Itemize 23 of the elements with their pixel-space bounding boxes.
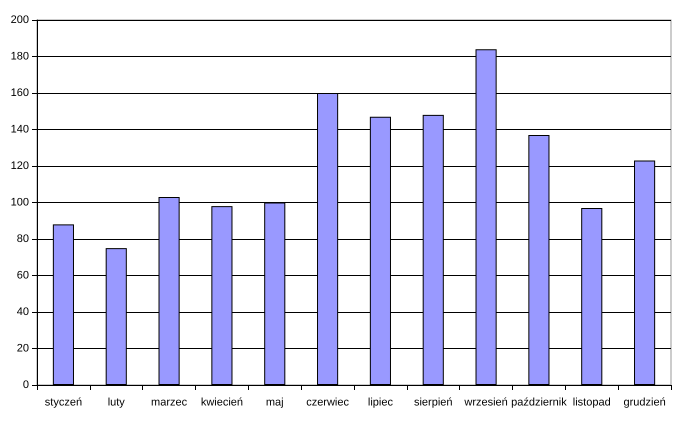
y-tick-label: 20 [16, 342, 29, 354]
x-tick-label: listopad [572, 396, 611, 408]
y-tick-label: 200 [10, 14, 29, 26]
y-tick-label: 160 [10, 87, 29, 99]
y-tick-label: 140 [10, 124, 29, 136]
y-tick-label: 60 [16, 270, 29, 282]
y-tick-label: 0 [22, 379, 29, 391]
x-tick-label: czerwiec [306, 396, 350, 408]
x-tick-label: luty [108, 396, 126, 408]
x-tick-label: sierpień [414, 396, 453, 408]
x-tick-label: marzec [151, 396, 188, 408]
y-tick-label: 180 [10, 50, 29, 62]
y-tick-label: 120 [10, 160, 29, 172]
x-tick-label: wrzesień [463, 396, 508, 408]
y-tick-label: 80 [16, 233, 29, 245]
x-tick-label: styczeń [44, 396, 82, 408]
x-tick-label: grudzień [623, 396, 666, 408]
x-tick-label: maj [266, 396, 284, 408]
x-tick-label: lipiec [368, 396, 394, 408]
x-tick-label: październik [511, 396, 568, 408]
x-tick-label: kwiecień [200, 396, 244, 408]
y-tick-label: 40 [16, 306, 29, 318]
y-tick-label: 100 [10, 196, 29, 208]
